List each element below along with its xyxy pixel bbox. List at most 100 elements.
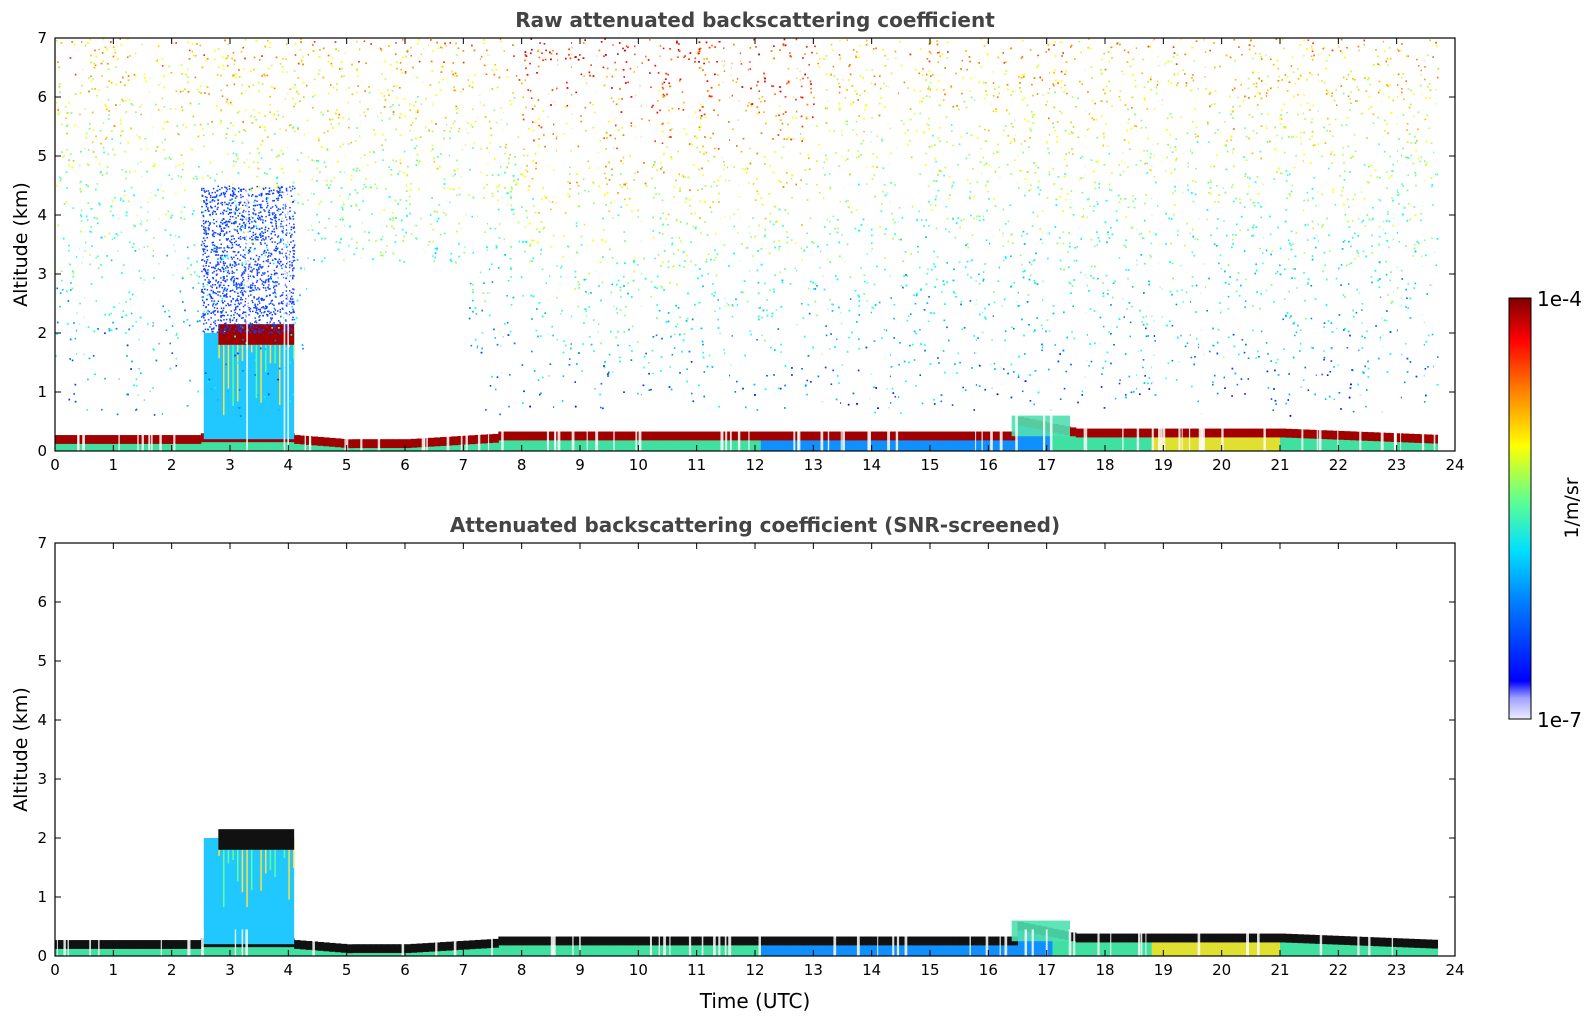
noise-pixel <box>231 75 234 78</box>
noise-pixel <box>450 260 453 263</box>
noise-pixel <box>1247 357 1250 360</box>
noise-pixel <box>252 161 255 163</box>
boundary-layer-band <box>533 431 540 441</box>
noise-pixel <box>1265 289 1267 292</box>
noise-pixel <box>1276 270 1279 273</box>
noise-pixel <box>440 46 442 49</box>
noise-pixel <box>535 167 537 170</box>
noise-pixel <box>951 130 953 132</box>
noise-pixel <box>782 146 785 148</box>
noise-pixel <box>946 262 948 264</box>
noise-pixel <box>108 232 111 235</box>
noise-pixel <box>1256 176 1259 178</box>
aerosol-layer-segment <box>1035 423 1042 451</box>
noise-pixel <box>582 42 585 44</box>
noise-pixel <box>696 52 699 55</box>
boundary-layer-band <box>142 435 149 444</box>
noise-pixel <box>832 65 835 68</box>
noise-pixel <box>773 291 775 293</box>
noise-pixel <box>1028 261 1031 264</box>
noise-pixel <box>714 249 716 251</box>
boundary-layer-band <box>685 431 692 441</box>
noise-pixel <box>490 263 493 266</box>
noise-pixel <box>966 68 969 71</box>
noise-pixel <box>1300 104 1303 107</box>
noise-pixel <box>458 193 461 196</box>
noise-pixel <box>1046 100 1049 103</box>
aerosol-layer-segment <box>1169 431 1176 451</box>
noise-pixel <box>102 146 105 149</box>
noise-pixel <box>839 39 841 42</box>
noise-pixel <box>630 122 633 124</box>
noise-pixel <box>625 45 628 47</box>
noise-pixel <box>822 197 825 200</box>
aerosol-layer-segment <box>749 434 756 451</box>
noise-pixel <box>648 119 651 122</box>
noise-pixel <box>1284 268 1286 271</box>
boundary-layer-band <box>1005 431 1013 441</box>
noise-pixel <box>1108 60 1111 63</box>
noise-pixel <box>264 129 266 132</box>
noise-pixel <box>931 268 933 271</box>
aerosol-layer-segment <box>125 438 132 451</box>
boundary-layer-band <box>1122 428 1129 438</box>
noise-pixel <box>1248 185 1250 188</box>
noise-pixel <box>1303 94 1305 96</box>
noise-pixel <box>293 318 296 321</box>
noise-pixel <box>282 116 285 118</box>
noise-pixel <box>1365 405 1367 408</box>
aerosol-layer-segment <box>1332 433 1339 451</box>
noise-pixel <box>161 58 164 60</box>
noise-pixel <box>829 186 831 189</box>
noise-pixel <box>351 237 353 240</box>
noise-pixel <box>1063 387 1066 390</box>
boundary-layer-band <box>562 431 569 441</box>
noise-pixel <box>311 229 314 232</box>
cloud-streak <box>232 333 234 406</box>
noise-pixel <box>666 146 669 148</box>
noise-pixel <box>703 152 705 155</box>
boundary-layer-band <box>766 431 773 441</box>
noise-pixel <box>508 405 510 408</box>
noise-pixel <box>1277 226 1279 229</box>
noise-pixel <box>1191 180 1194 182</box>
noise-pixel <box>657 254 660 256</box>
noise-pixel <box>509 153 511 156</box>
noise-pixel <box>807 76 809 79</box>
noise-pixel <box>910 156 913 159</box>
boundary-layer-band <box>183 435 190 444</box>
noise-pixel <box>841 257 843 260</box>
noise-pixel <box>605 148 608 150</box>
noise-pixel <box>568 196 570 198</box>
noise-pixel <box>359 135 361 137</box>
noise-pixel <box>1389 84 1391 86</box>
noise-pixel <box>275 118 278 121</box>
noise-pixel <box>800 302 803 305</box>
noise-pixel <box>241 84 244 87</box>
noise-pixel <box>897 396 900 398</box>
aerosol-layer-segment <box>95 438 103 451</box>
noise-pixel <box>1176 290 1179 292</box>
noise-pixel <box>67 323 69 325</box>
boundary-layer-band <box>1250 428 1258 438</box>
noise-pixel <box>883 82 885 85</box>
aerosol-layer-segment <box>1396 436 1403 451</box>
aerosol-layer-segment <box>200 436 208 451</box>
noise-pixel <box>392 211 394 214</box>
aerosol-layer-segment <box>539 434 546 451</box>
noise-pixel <box>970 214 972 217</box>
noise-pixel <box>125 332 127 334</box>
noise-pixel <box>469 282 472 285</box>
boundary-layer-band <box>300 435 307 445</box>
noise-pixel <box>106 172 108 175</box>
noise-pixel <box>230 279 233 282</box>
noise-pixel <box>1047 257 1049 260</box>
boundary-layer-band <box>90 435 97 444</box>
noise-pixel <box>472 251 475 254</box>
noise-pixel <box>1031 83 1033 86</box>
noise-pixel <box>494 388 497 391</box>
noise-pixel <box>1144 99 1146 101</box>
noise-pixel <box>277 196 280 199</box>
noise-pixel <box>1054 129 1056 132</box>
noise-pixel <box>1354 150 1357 153</box>
